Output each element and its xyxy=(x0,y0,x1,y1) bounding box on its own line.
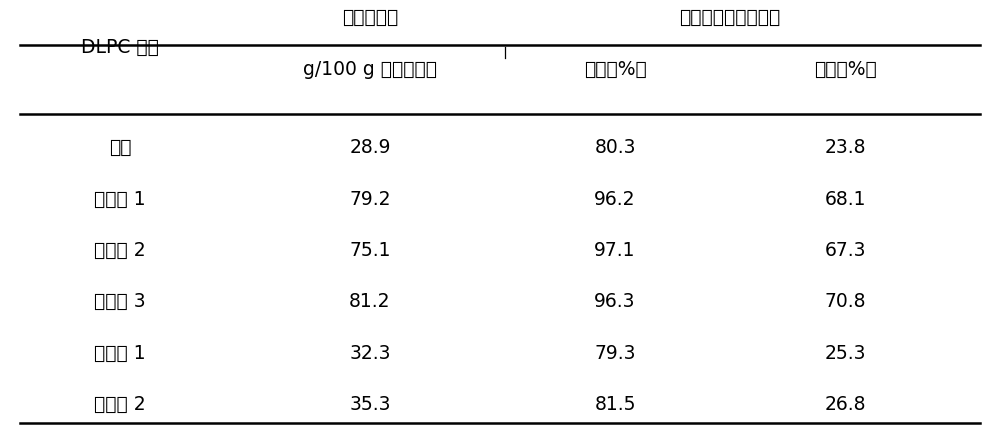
Text: 97.1: 97.1 xyxy=(594,240,636,260)
Text: 75.1: 75.1 xyxy=(349,240,391,260)
Text: 80.3: 80.3 xyxy=(594,138,636,157)
Text: 实施例 2: 实施例 2 xyxy=(94,240,146,260)
Text: 28.9: 28.9 xyxy=(349,138,391,157)
Text: 丙酮不溶物: 丙酮不溶物 xyxy=(342,8,398,27)
Text: 79.3: 79.3 xyxy=(594,343,636,362)
Text: 纯度（%）: 纯度（%） xyxy=(584,60,646,79)
Text: 96.3: 96.3 xyxy=(594,292,636,311)
Text: 对比例 1: 对比例 1 xyxy=(94,343,146,362)
Text: 68.1: 68.1 xyxy=(824,189,866,208)
Text: 81.2: 81.2 xyxy=(349,292,391,311)
Text: 96.2: 96.2 xyxy=(594,189,636,208)
Text: 原料: 原料 xyxy=(109,138,131,157)
Text: 67.3: 67.3 xyxy=(824,240,866,260)
Text: 实施例 1: 实施例 1 xyxy=(94,189,146,208)
Text: 70.8: 70.8 xyxy=(824,292,866,311)
Text: 反相柱色谱分离产物: 反相柱色谱分离产物 xyxy=(679,8,781,27)
Text: 实施例 3: 实施例 3 xyxy=(94,292,146,311)
Text: g/100 g 丙酮不溶物: g/100 g 丙酮不溶物 xyxy=(303,60,437,79)
Text: 对比例 2: 对比例 2 xyxy=(94,394,146,413)
Text: 32.3: 32.3 xyxy=(349,343,391,362)
Text: 25.3: 25.3 xyxy=(824,343,866,362)
Text: 26.8: 26.8 xyxy=(824,394,866,413)
Text: 79.2: 79.2 xyxy=(349,189,391,208)
Text: 23.8: 23.8 xyxy=(824,138,866,157)
Text: DLPC 含量: DLPC 含量 xyxy=(81,38,159,57)
Text: 35.3: 35.3 xyxy=(349,394,391,413)
Text: 得率（%）: 得率（%） xyxy=(814,60,876,79)
Text: 81.5: 81.5 xyxy=(594,394,636,413)
